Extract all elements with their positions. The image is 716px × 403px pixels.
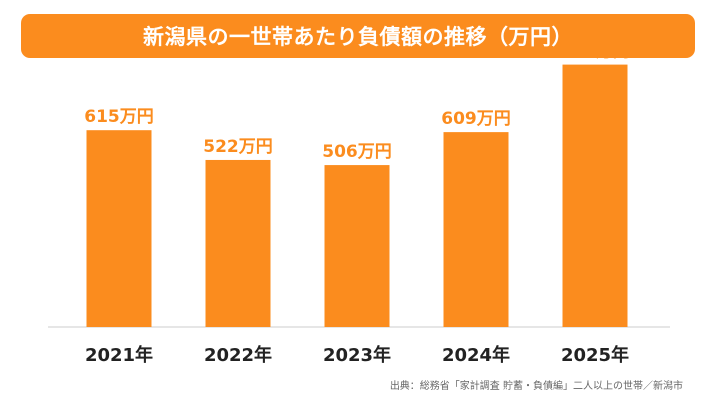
value-label-group: 615万円522万円506万円609万円820万円 — [84, 42, 630, 162]
bar-2023年 — [324, 165, 390, 327]
data-label-2024年: 609万円 — [441, 109, 511, 129]
x-tick-label-2024年: 2024年 — [442, 344, 510, 366]
bar-2021年 — [86, 130, 152, 327]
bar-2022年 — [205, 159, 271, 327]
chart-title-banner: 新潟県の一世帯あたり負債額の推移（万円） — [21, 14, 695, 58]
chart-title: 新潟県の一世帯あたり負債額の推移（万円） — [143, 25, 573, 49]
x-tick-label-2022年: 2022年 — [204, 344, 272, 366]
data-label-2022年: 522万円 — [203, 137, 273, 157]
source-note: 出典：総務省「家計調査 貯蓄・負債編」二人以上の世帯／新潟市 — [389, 381, 683, 392]
data-label-2021年: 615万円 — [84, 107, 154, 127]
x-tick-label-group: 2021年 2022年 2023年 2024年 2025年 — [85, 344, 629, 366]
x-tick-label-2025年: 2025年 — [561, 344, 629, 366]
x-tick-label-2023年: 2023年 — [323, 344, 391, 366]
bar-group — [86, 64, 628, 327]
bar-2025年 — [562, 64, 628, 327]
bar-2024年 — [443, 132, 509, 327]
data-label-2023年: 506万円 — [322, 142, 392, 162]
x-tick-label-2021年: 2021年 — [85, 344, 153, 366]
